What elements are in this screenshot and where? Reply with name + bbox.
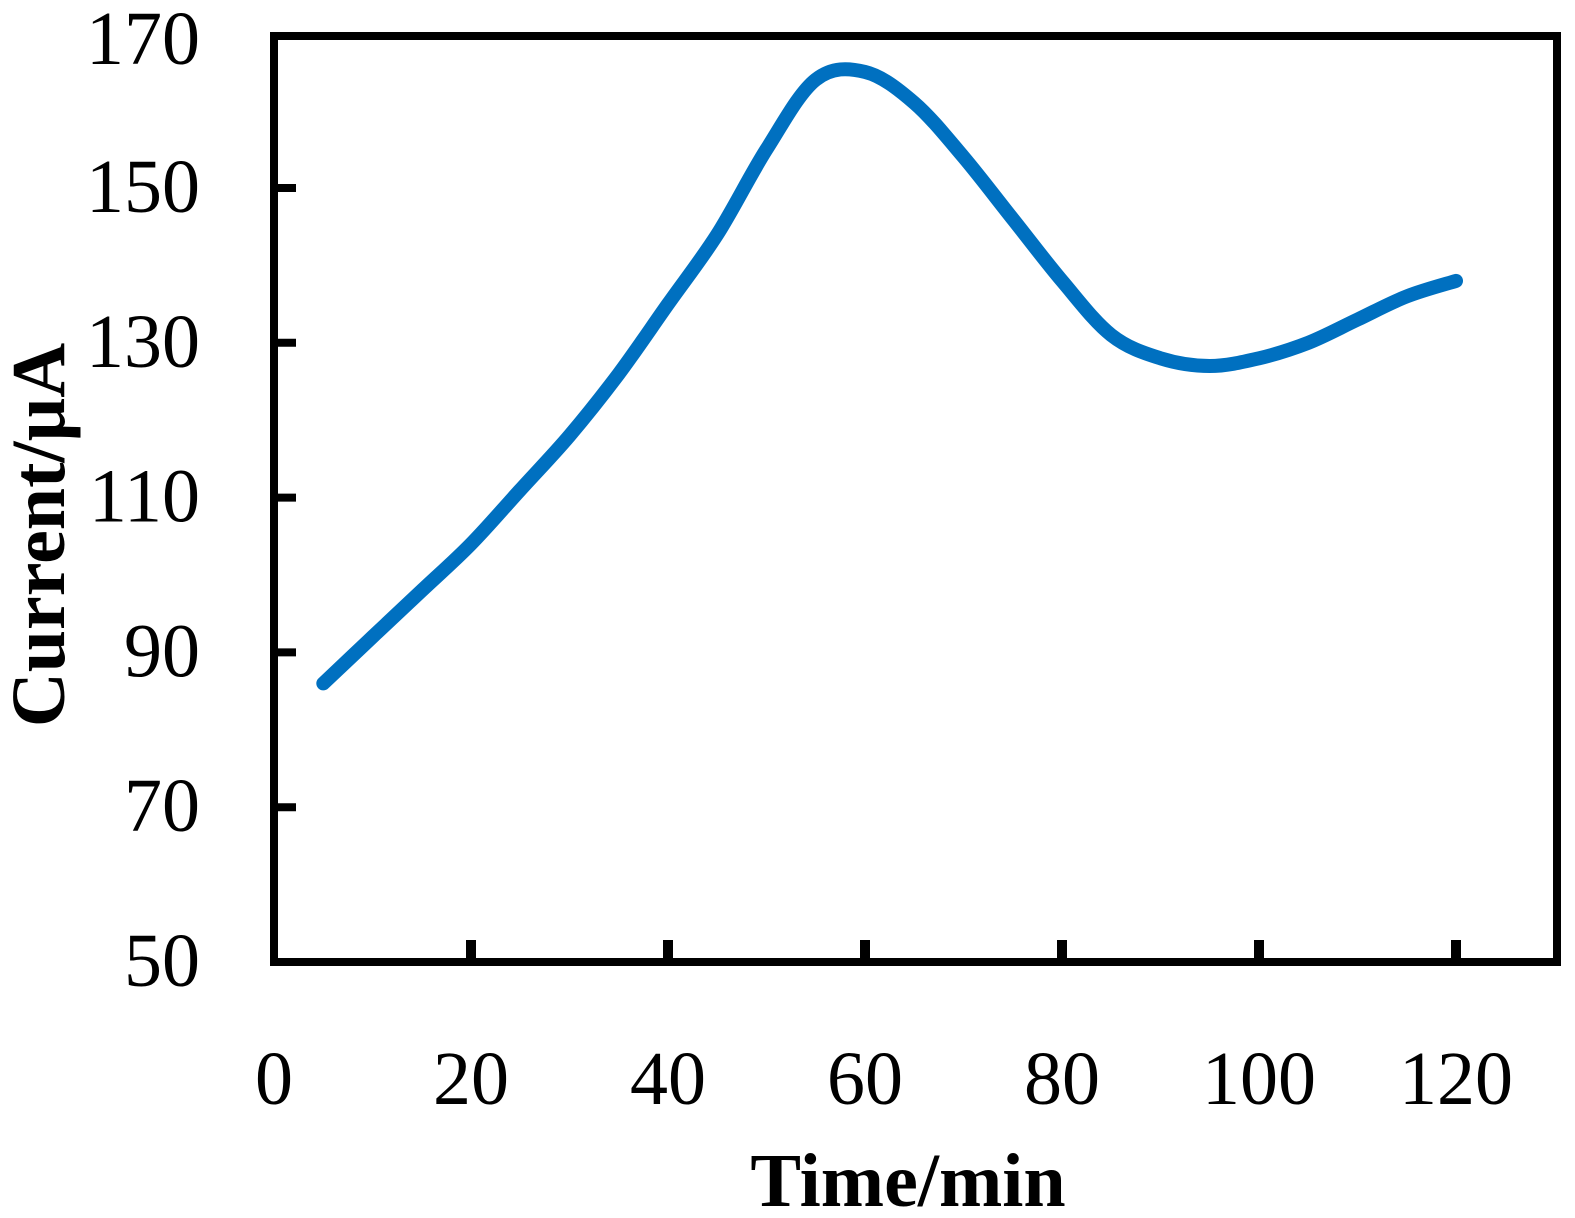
x-axis-tick-labels: 0 20 40 60 80 100 120 <box>255 1037 1513 1121</box>
y-tick-label-110: 110 <box>89 455 200 539</box>
x-tick-label-0: 0 <box>255 1037 293 1121</box>
x-tick-label-20: 20 <box>433 1037 509 1121</box>
x-tick-label-80: 80 <box>1024 1037 1100 1121</box>
x-axis-title: Time/min <box>750 1139 1065 1218</box>
x-tick-label-120: 120 <box>1399 1037 1513 1121</box>
y-tick-label-170: 170 <box>86 0 200 81</box>
x-tick-label-60: 60 <box>827 1037 903 1121</box>
x-tick-label-40: 40 <box>630 1037 706 1121</box>
y-tick-label-70: 70 <box>124 764 200 848</box>
plot-area-frame <box>270 32 1561 966</box>
y-tick-label-90: 90 <box>124 609 200 693</box>
y-tick-label-150: 150 <box>86 145 200 229</box>
y-axis-title: Current/µA <box>0 343 81 727</box>
y-axis-tick-labels: 50 70 90 110 130 150 170 <box>86 0 200 1003</box>
x-tick-label-100: 100 <box>1202 1037 1316 1121</box>
y-tick-label-50: 50 <box>124 919 200 1003</box>
series-line-current <box>316 62 1463 691</box>
y-tick-label-130: 130 <box>86 300 200 384</box>
